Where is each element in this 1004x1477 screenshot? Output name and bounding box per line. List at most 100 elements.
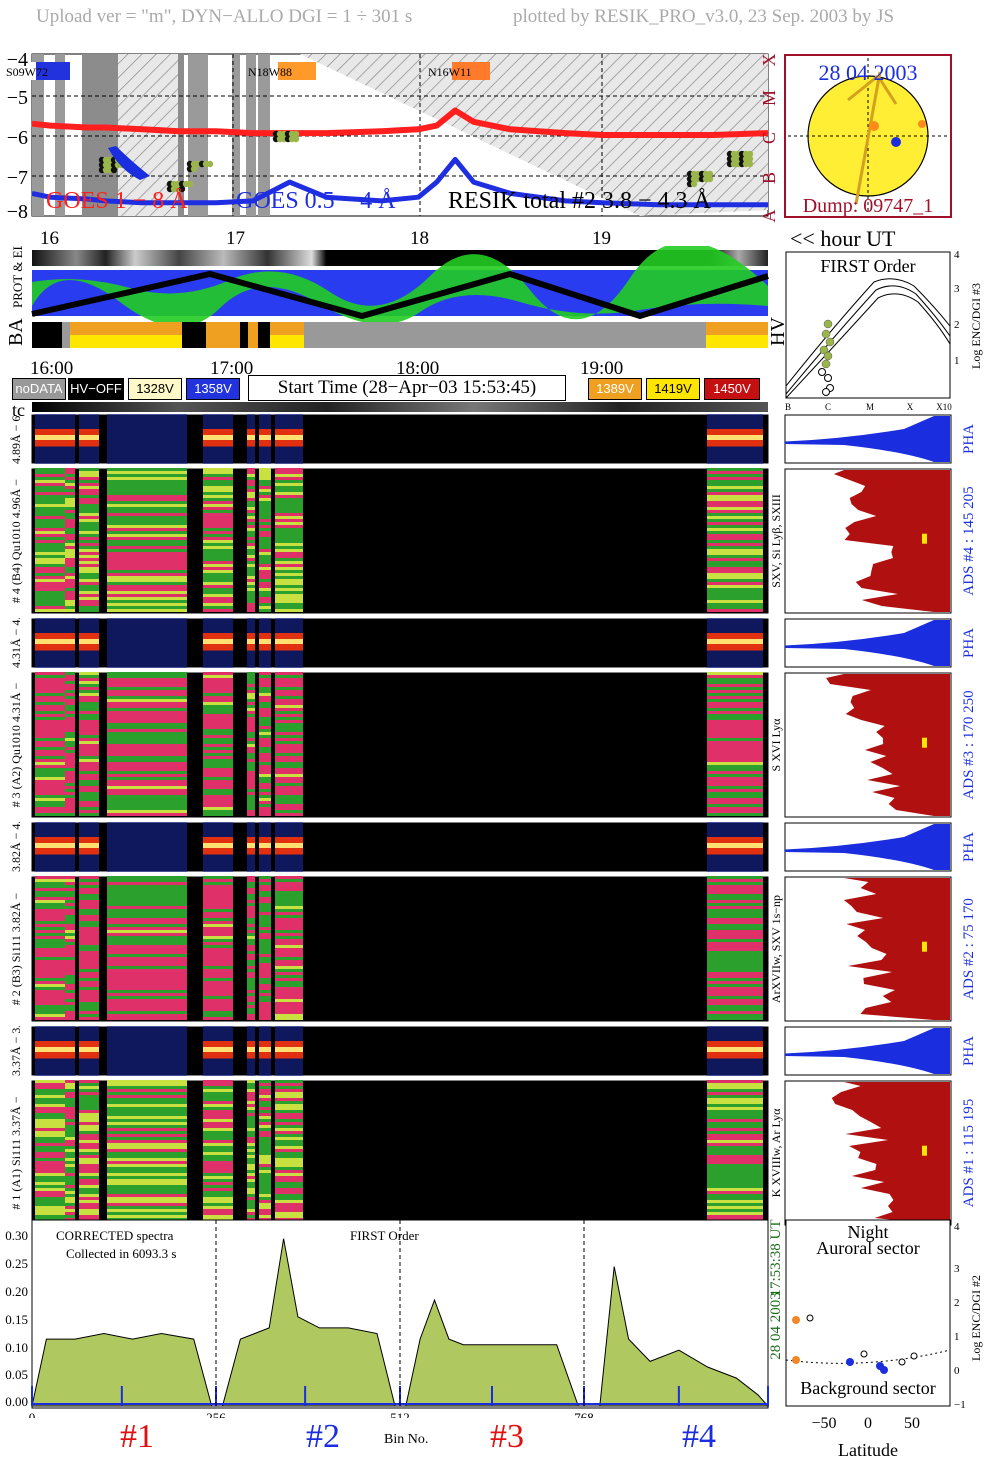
spectrum-ytick: 0.10 <box>5 1340 28 1355</box>
region-marker-n18w88 <box>278 62 316 80</box>
class-c: C <box>759 132 779 144</box>
goes-short-cluster <box>108 146 150 180</box>
row-right-label: PHA <box>961 1036 977 1067</box>
resik-point <box>706 170 714 178</box>
spectrum-xtick: 256 <box>206 1410 226 1418</box>
row-right-label: ADS #4 : 145 205 <box>961 486 977 596</box>
region-label-n18w88: N18W88 <box>248 65 292 79</box>
row-line-label: ArXVIIw, SXV 1s−np <box>769 894 783 1004</box>
fo-xtick: B <box>785 402 791 412</box>
lat-xtick: 50 <box>904 1415 920 1432</box>
resik-point <box>746 155 754 163</box>
pha-histogram <box>784 1026 952 1076</box>
class-a: A <box>759 210 779 223</box>
row-left-label: # 1 (A1) Si111 3.37Å − <box>9 1096 23 1210</box>
spectrum-ytick: 0.05 <box>5 1367 28 1382</box>
hour-tick: 18:00 <box>396 358 440 379</box>
fo-xtick: X10 <box>936 402 952 412</box>
row-left-label: # 4 (B4) Qu1010 4.96Å − <box>9 478 23 604</box>
lat-xtick: 0 <box>864 1415 872 1432</box>
spectrum-ytick: 0.25 <box>5 1256 28 1271</box>
spectrum-side-time: 17:53:38 UT <box>768 1219 784 1296</box>
row-left-label: 3.82Å − 4.33Å <box>9 822 23 872</box>
section-2: #2 <box>306 1418 340 1455</box>
latitude-chart: Night Auroral sector Background sector −… <box>785 1219 983 1460</box>
spectrum-xtick: 0 <box>29 1410 36 1418</box>
spectrum-ytick: 0.30 <box>5 1228 28 1243</box>
region-label-s09w72: S09W72 <box>6 65 48 79</box>
resik-point <box>292 130 300 138</box>
fo-ylabel: Log ENC/DGI #3 <box>969 283 983 369</box>
row-left-label: 3.37Å − 3.88Å <box>9 1026 23 1076</box>
lat-title-night: Night <box>847 1222 888 1242</box>
hour-tick: 19 <box>592 228 611 249</box>
row-right-label: PHA <box>961 424 977 455</box>
pha-histogram <box>784 414 952 464</box>
orbit-track <box>854 71 882 205</box>
spectrum-xlabel: Bin No. <box>384 1432 429 1447</box>
row-right-label: PHA <box>961 628 977 659</box>
pha-spectrogram <box>31 822 769 872</box>
hour-tick: 17 <box>226 228 245 249</box>
pha-spectrogram <box>31 1026 769 1076</box>
pha-histogram <box>784 618 952 668</box>
fo-xtick: C <box>825 402 831 412</box>
resik-point <box>690 180 698 188</box>
ads-histogram <box>784 876 952 1022</box>
ads-spectrogram <box>31 468 769 614</box>
region-dot <box>891 137 901 147</box>
class-x: X <box>759 54 779 67</box>
resik-point <box>746 150 754 158</box>
row-right-label: ADS #3 : 170 250 <box>961 690 977 800</box>
spectrogram-stack: 4.89Å − 6.09Å PHA # 4 (B4) Qu1010 4.96Å − A… <box>0 414 1004 1226</box>
resik-point <box>206 160 214 168</box>
fo-xtick: X <box>907 402 914 412</box>
lat-ytick: 2 <box>954 1297 960 1309</box>
first-order-title: FIRST Order <box>820 256 915 276</box>
spectrum-ytick: 0.15 <box>5 1312 28 1327</box>
spectrum-panel: CORRECTED spectra Collected in 6093.3 s … <box>5 1219 784 1418</box>
resik-point <box>746 160 754 168</box>
row-left-label: # 3 (A2) Qu1010 4.31Å − <box>9 682 23 808</box>
plotted-by: plotted by RESIK_PRO_v3.0, 23 Sep. 2003 … <box>513 6 895 27</box>
hour-tick: 19:00 <box>580 358 624 379</box>
row-right-label: ADS #2 : 75 170 <box>961 898 977 1000</box>
sun-dump: Dump: 09747_1 <box>803 195 934 217</box>
region-marker-s09w72 <box>36 62 70 80</box>
legend-goes-long: GOES 1 − 8 Å <box>46 188 188 214</box>
prot-label: PROT & EL <box>10 246 25 308</box>
section-1: #1 <box>120 1418 154 1455</box>
goes-ytick: −7 <box>7 167 28 189</box>
hour-tick: 18 <box>410 228 429 249</box>
goes-series-line <box>31 107 769 138</box>
row-line-label: S XVI Lyα <box>769 718 783 772</box>
region-label-n16w11: N16W11 <box>428 65 472 79</box>
region-dot <box>918 120 926 128</box>
legend-nodata: noDATA <box>12 378 66 400</box>
region-marker-n16w11 <box>452 62 490 80</box>
hour-tick: 16 <box>40 228 59 249</box>
resik-point <box>110 166 118 174</box>
sun-date: 28 04 2003 <box>819 60 918 85</box>
legend-hvoff: HV−OFF <box>68 378 124 400</box>
row-line-label: SXV, Si Lyβ, SXIII <box>769 494 783 588</box>
goes-ytick: −8 <box>7 201 28 223</box>
ads-spectrogram <box>31 876 769 1022</box>
lat-ylabel: Log ENC/DGI #2 <box>969 1275 983 1361</box>
row-left-label: 4.89Å − 6.09Å <box>9 414 23 464</box>
hour-tick: 16:00 <box>30 358 74 379</box>
lat-ytick: 1 <box>954 1331 960 1343</box>
lat-ytick: 4 <box>954 1221 960 1233</box>
lat-title-auroral: Auroral sector <box>816 1238 919 1258</box>
el-strip <box>32 250 768 266</box>
lat-xlabel: Latitude <box>838 1440 898 1460</box>
start-time: Start Time (28−Apr−03 15:53:45) <box>248 375 566 401</box>
fo-ytick: 1 <box>954 355 960 367</box>
row-right-label: PHA <box>961 832 977 863</box>
pha-spectrogram <box>31 618 769 668</box>
hour-tick: 17:00 <box>210 358 254 379</box>
ads-spectrogram <box>31 1080 769 1226</box>
row-line-label: K XVIIIw, Ar Lyα <box>769 1108 783 1198</box>
class-b: B <box>759 172 779 184</box>
spectrum-annotation: CORRECTED spectra <box>56 1228 174 1243</box>
